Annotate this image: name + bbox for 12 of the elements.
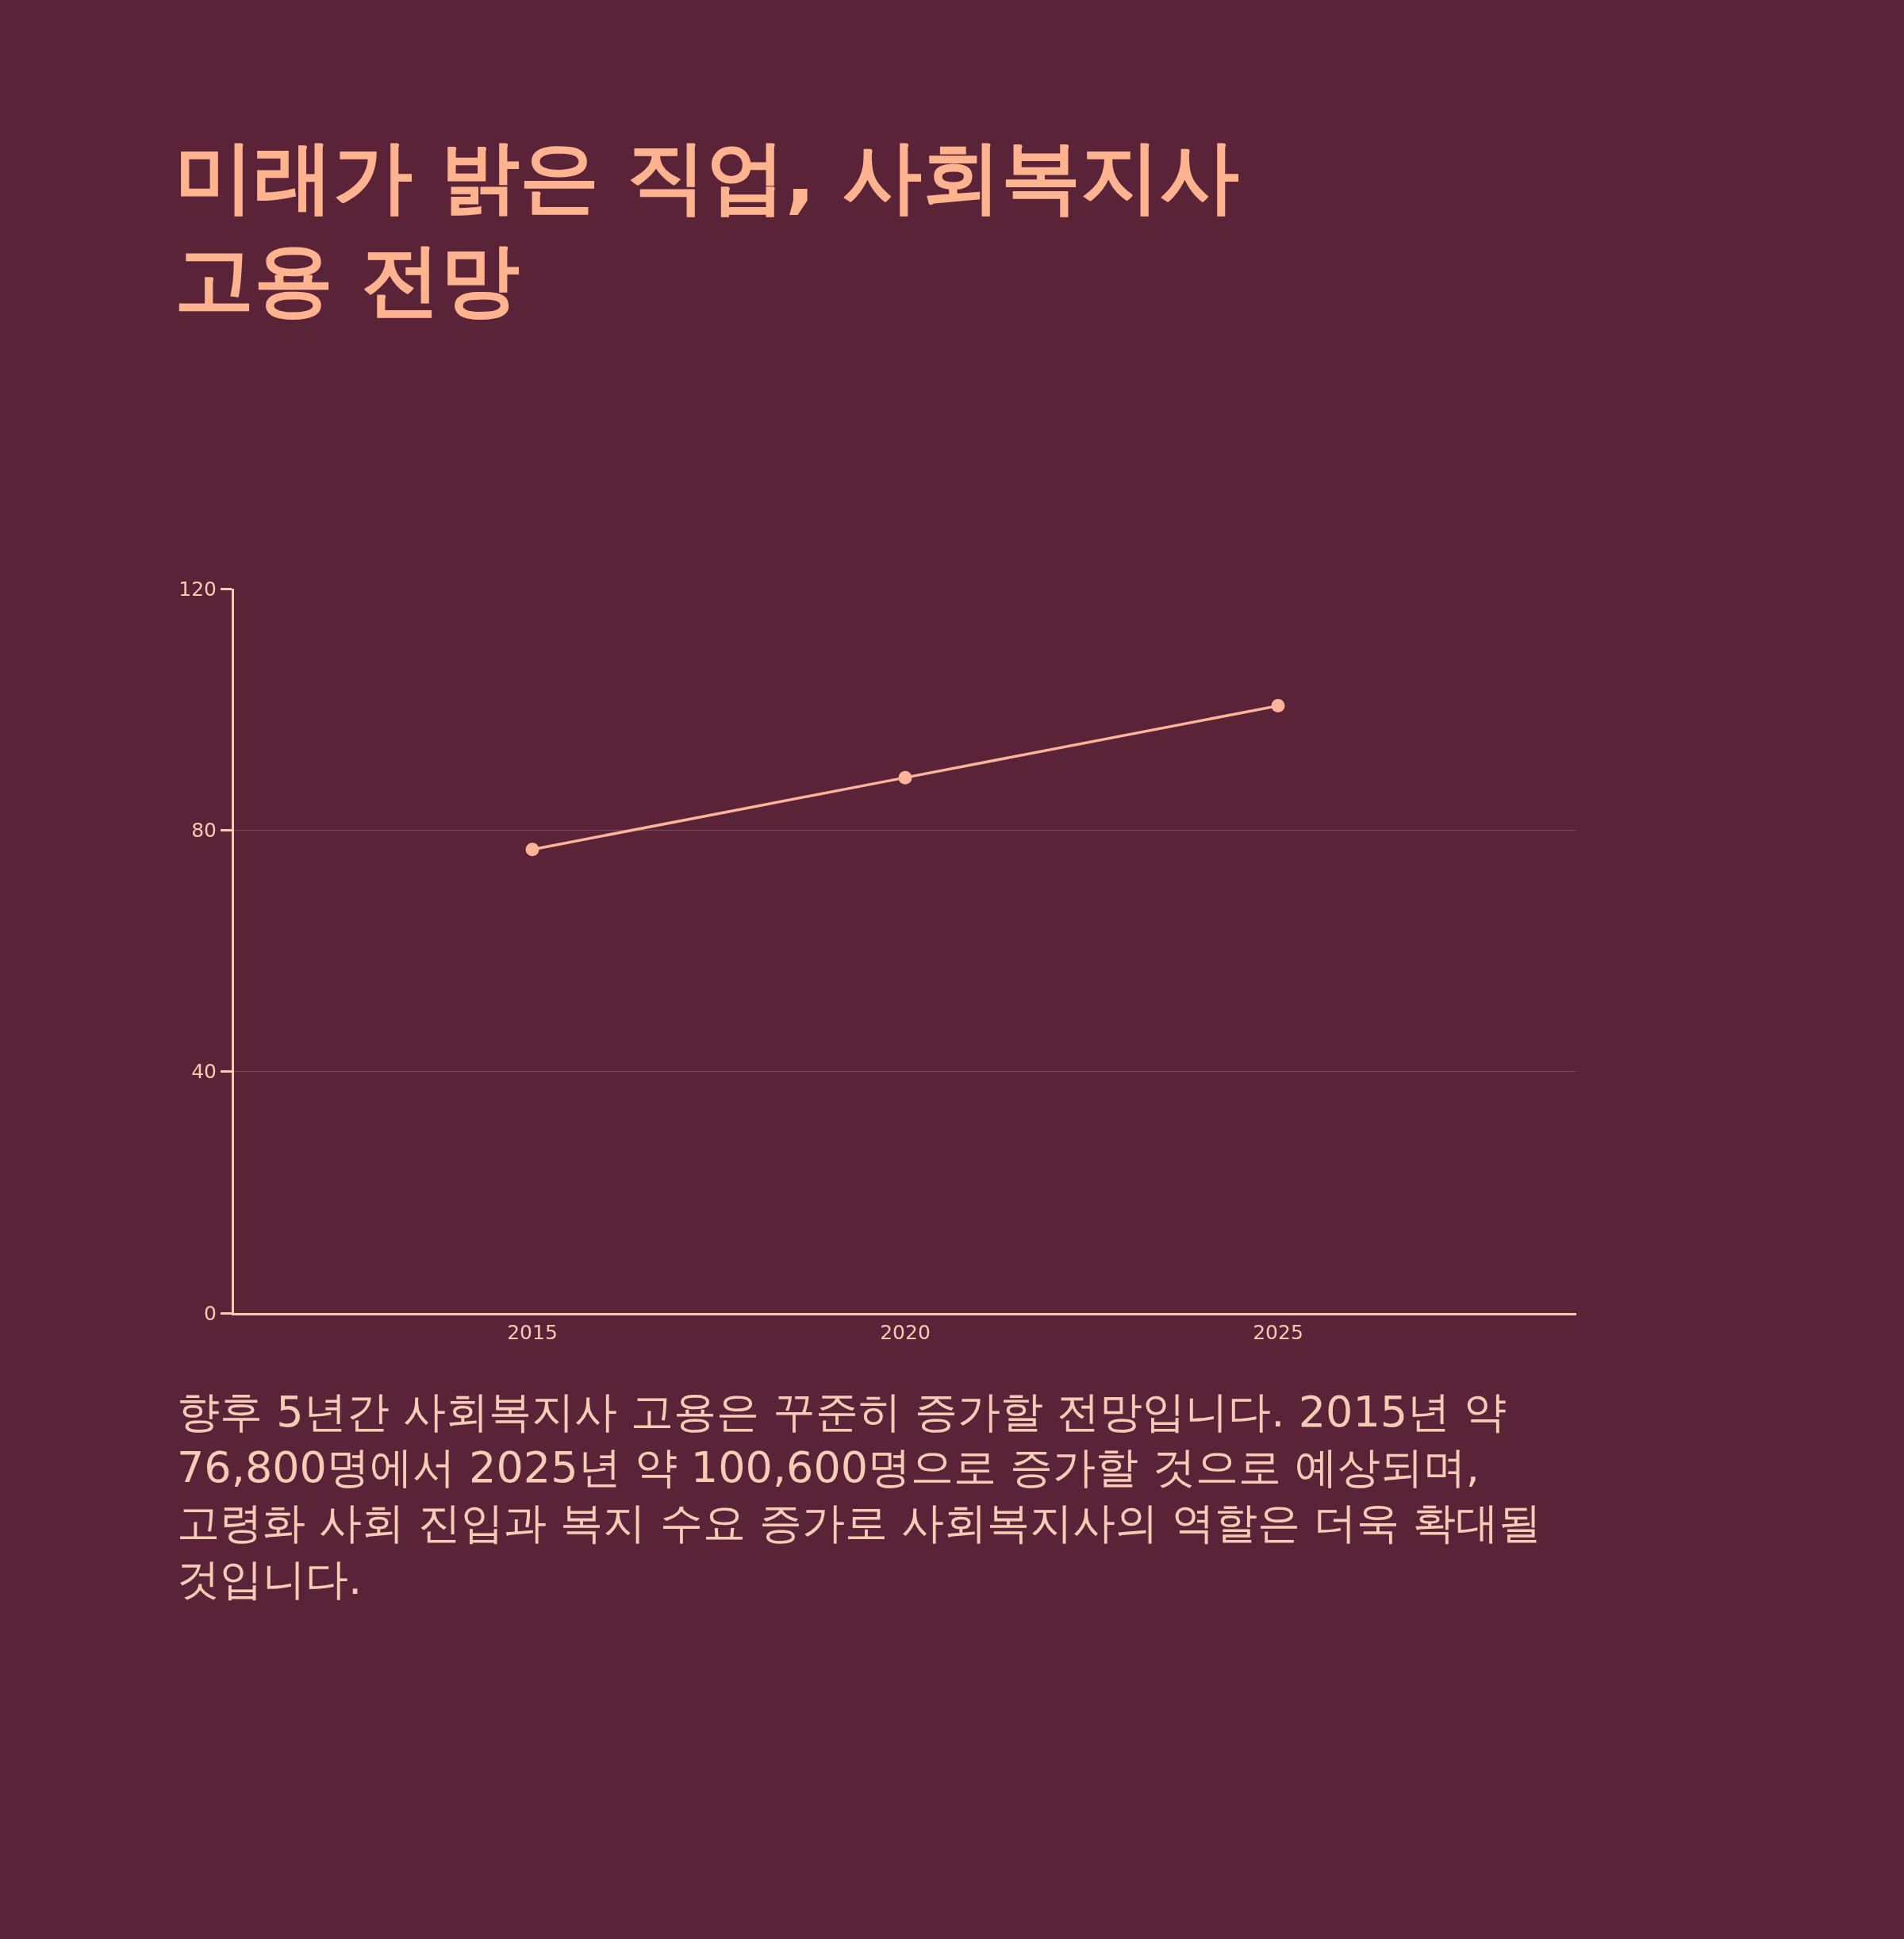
x-tick-label: 2020 (880, 1321, 931, 1344)
x-tick-label: 2015 (507, 1321, 558, 1344)
y-tick-label: 0 (204, 1301, 217, 1325)
x-tick-label: 2025 (1253, 1321, 1303, 1344)
chart-title: 미래가 밝은 직업, 사회복지사 고용 전망 (175, 129, 1240, 326)
y-tick-label: 120 (178, 577, 217, 601)
point (525, 843, 539, 857)
y-tick-label: 40 (191, 1060, 217, 1084)
text: 향후 5년간 사회복지사 고용은 꾸준히 증가할 전망입니다. 2015년 약 76,800명에서 2025년 약 100,600명으로 증가할 것으로 예상되며, 고령화 사회 진입과 복지 수요 증가로 사회복지사의 역할은 더욱 확대될 것입니다. (177, 1387, 1542, 1604)
point (898, 770, 912, 785)
point (1271, 699, 1285, 713)
y-tick-label: 80 (191, 819, 217, 843)
